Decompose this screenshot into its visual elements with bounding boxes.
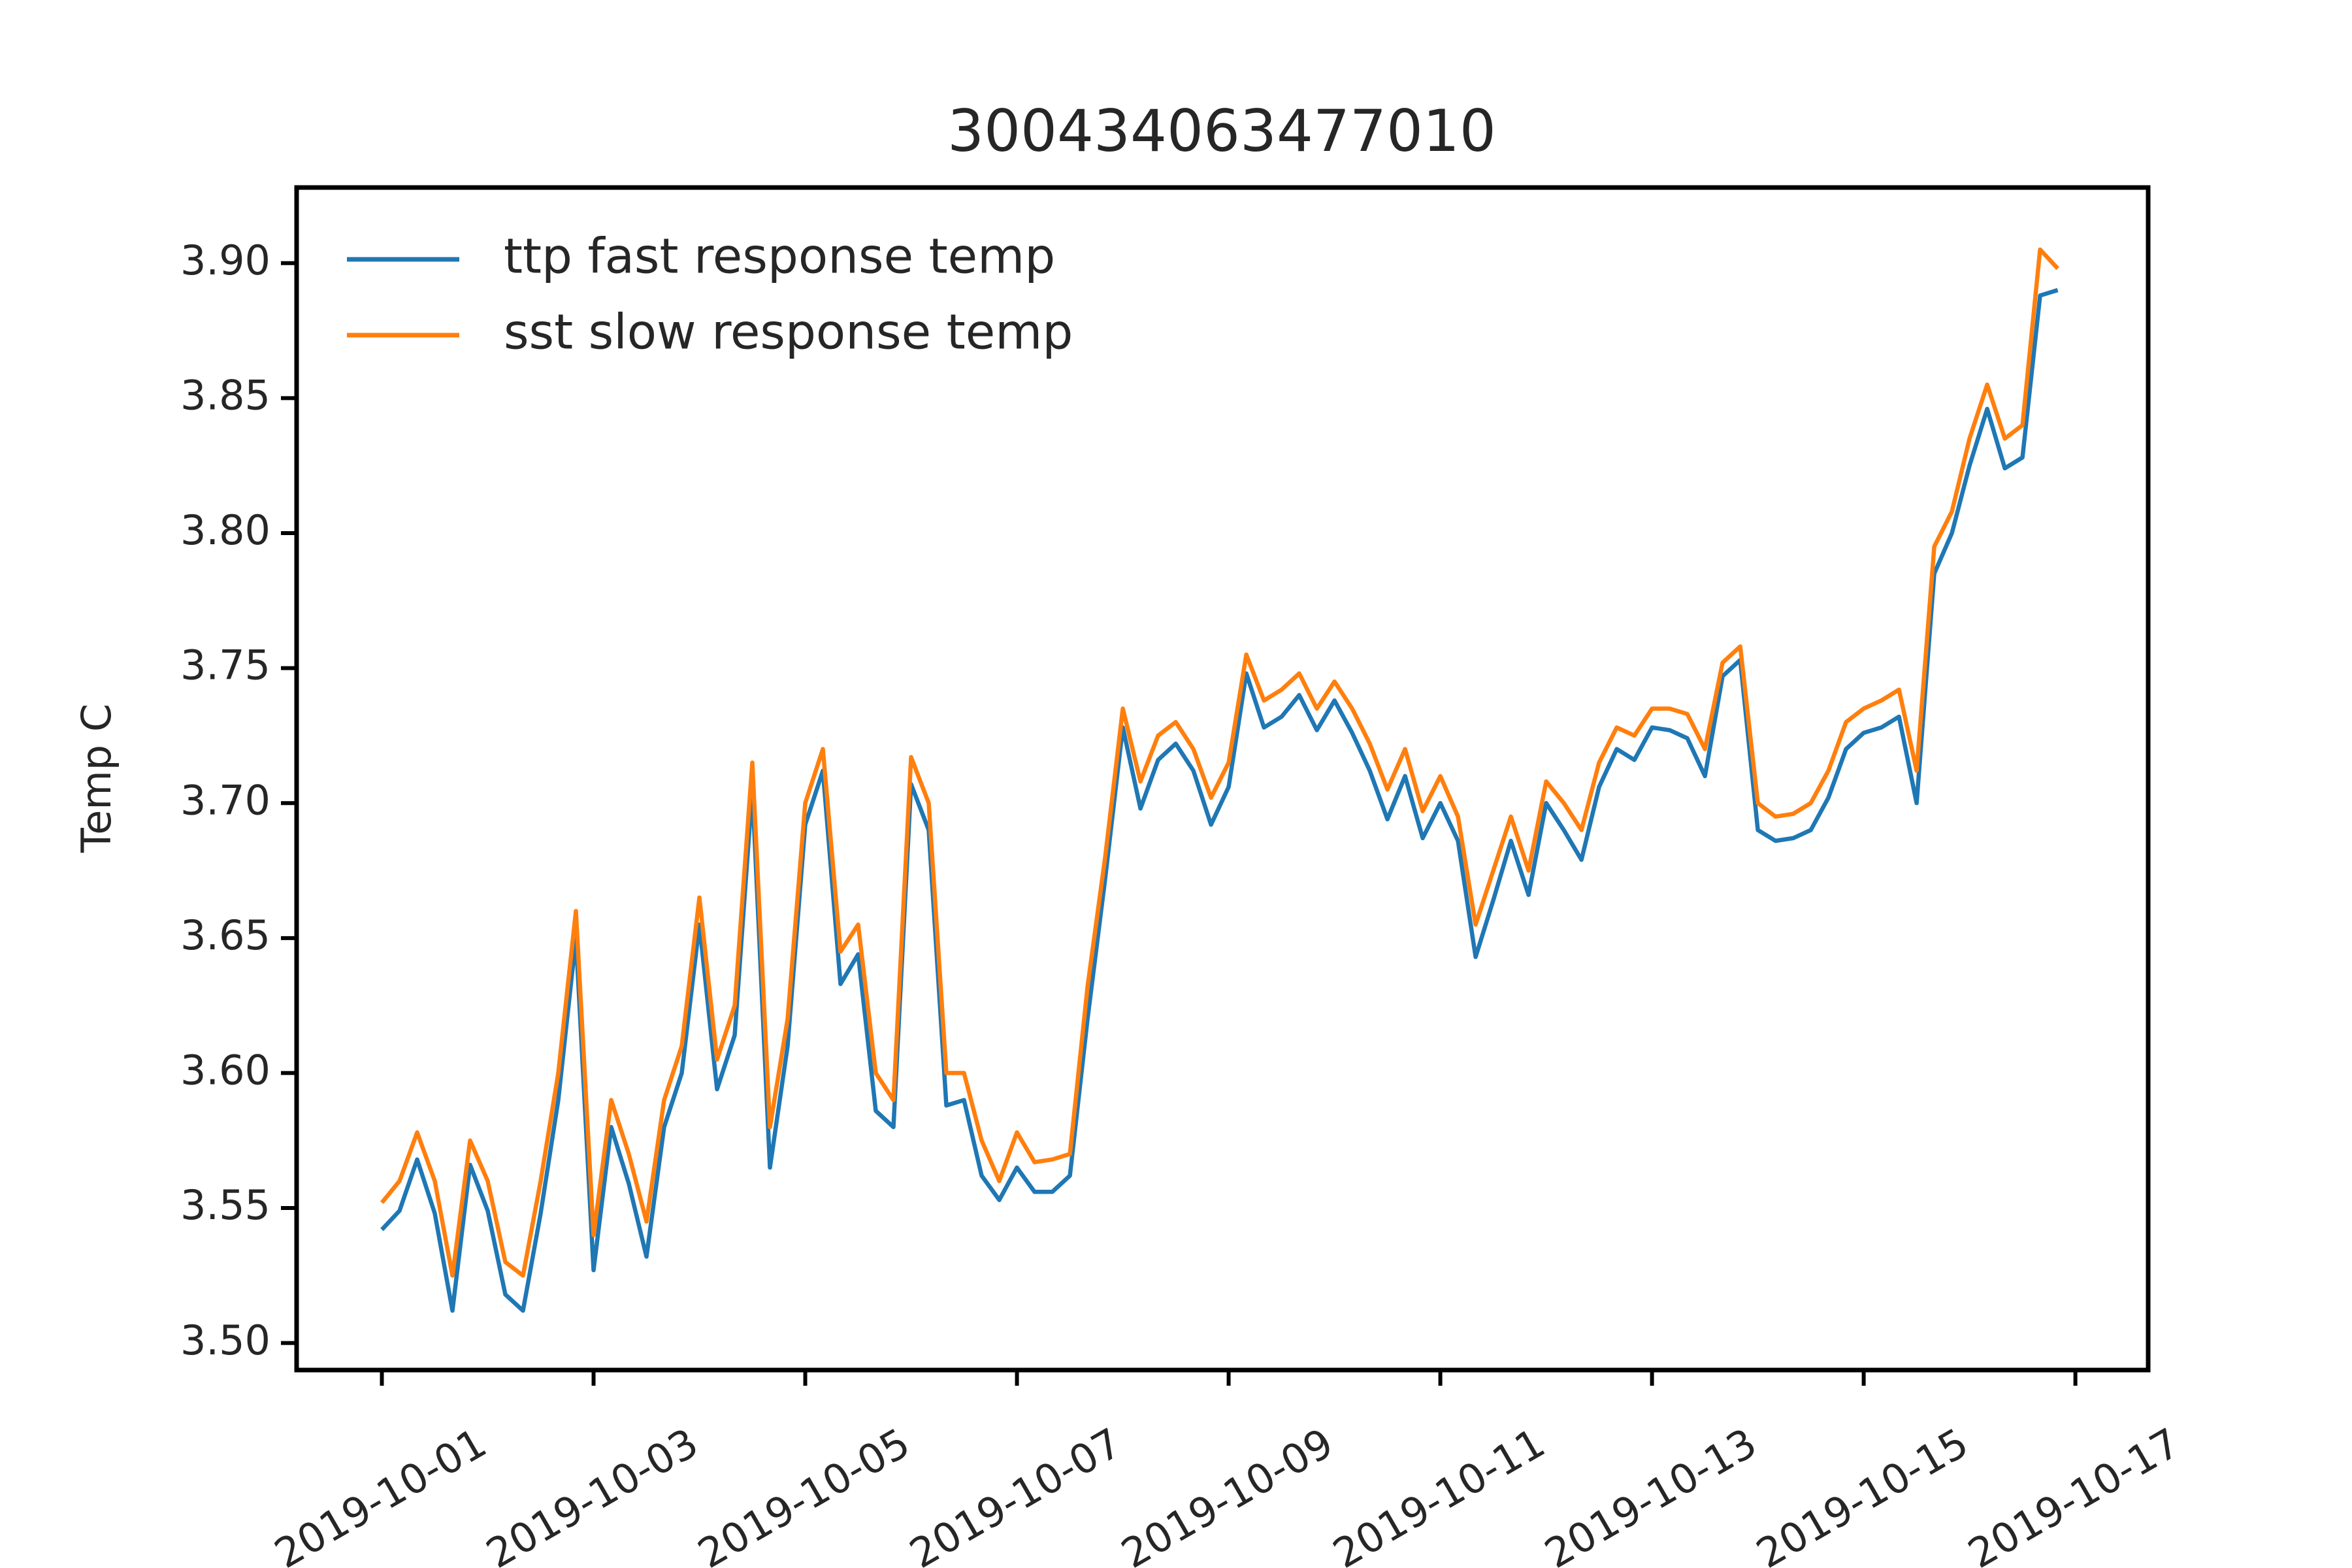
y-tick-label: 3.90 — [180, 237, 270, 284]
plot-frame — [294, 185, 2151, 1373]
y-axis-label: Temp C — [73, 704, 120, 853]
legend-label: sst slow response temp — [504, 304, 1073, 361]
series-line — [380, 247, 2059, 1278]
y-tick-label: 3.60 — [180, 1047, 270, 1094]
y-tick-label: 3.75 — [180, 642, 270, 689]
y-tick-label: 3.85 — [180, 371, 270, 419]
y-tick-label: 3.50 — [180, 1316, 270, 1364]
legend-label: ttp fast response temp — [504, 229, 1055, 285]
y-tick-label: 3.65 — [180, 911, 270, 959]
series-line — [380, 287, 2059, 1313]
y-tick-label: 3.55 — [180, 1181, 270, 1229]
y-tick-label: 3.80 — [180, 506, 270, 554]
y-tick-label: 3.70 — [180, 776, 270, 824]
chart-title: 300434063477010 — [947, 97, 1496, 165]
